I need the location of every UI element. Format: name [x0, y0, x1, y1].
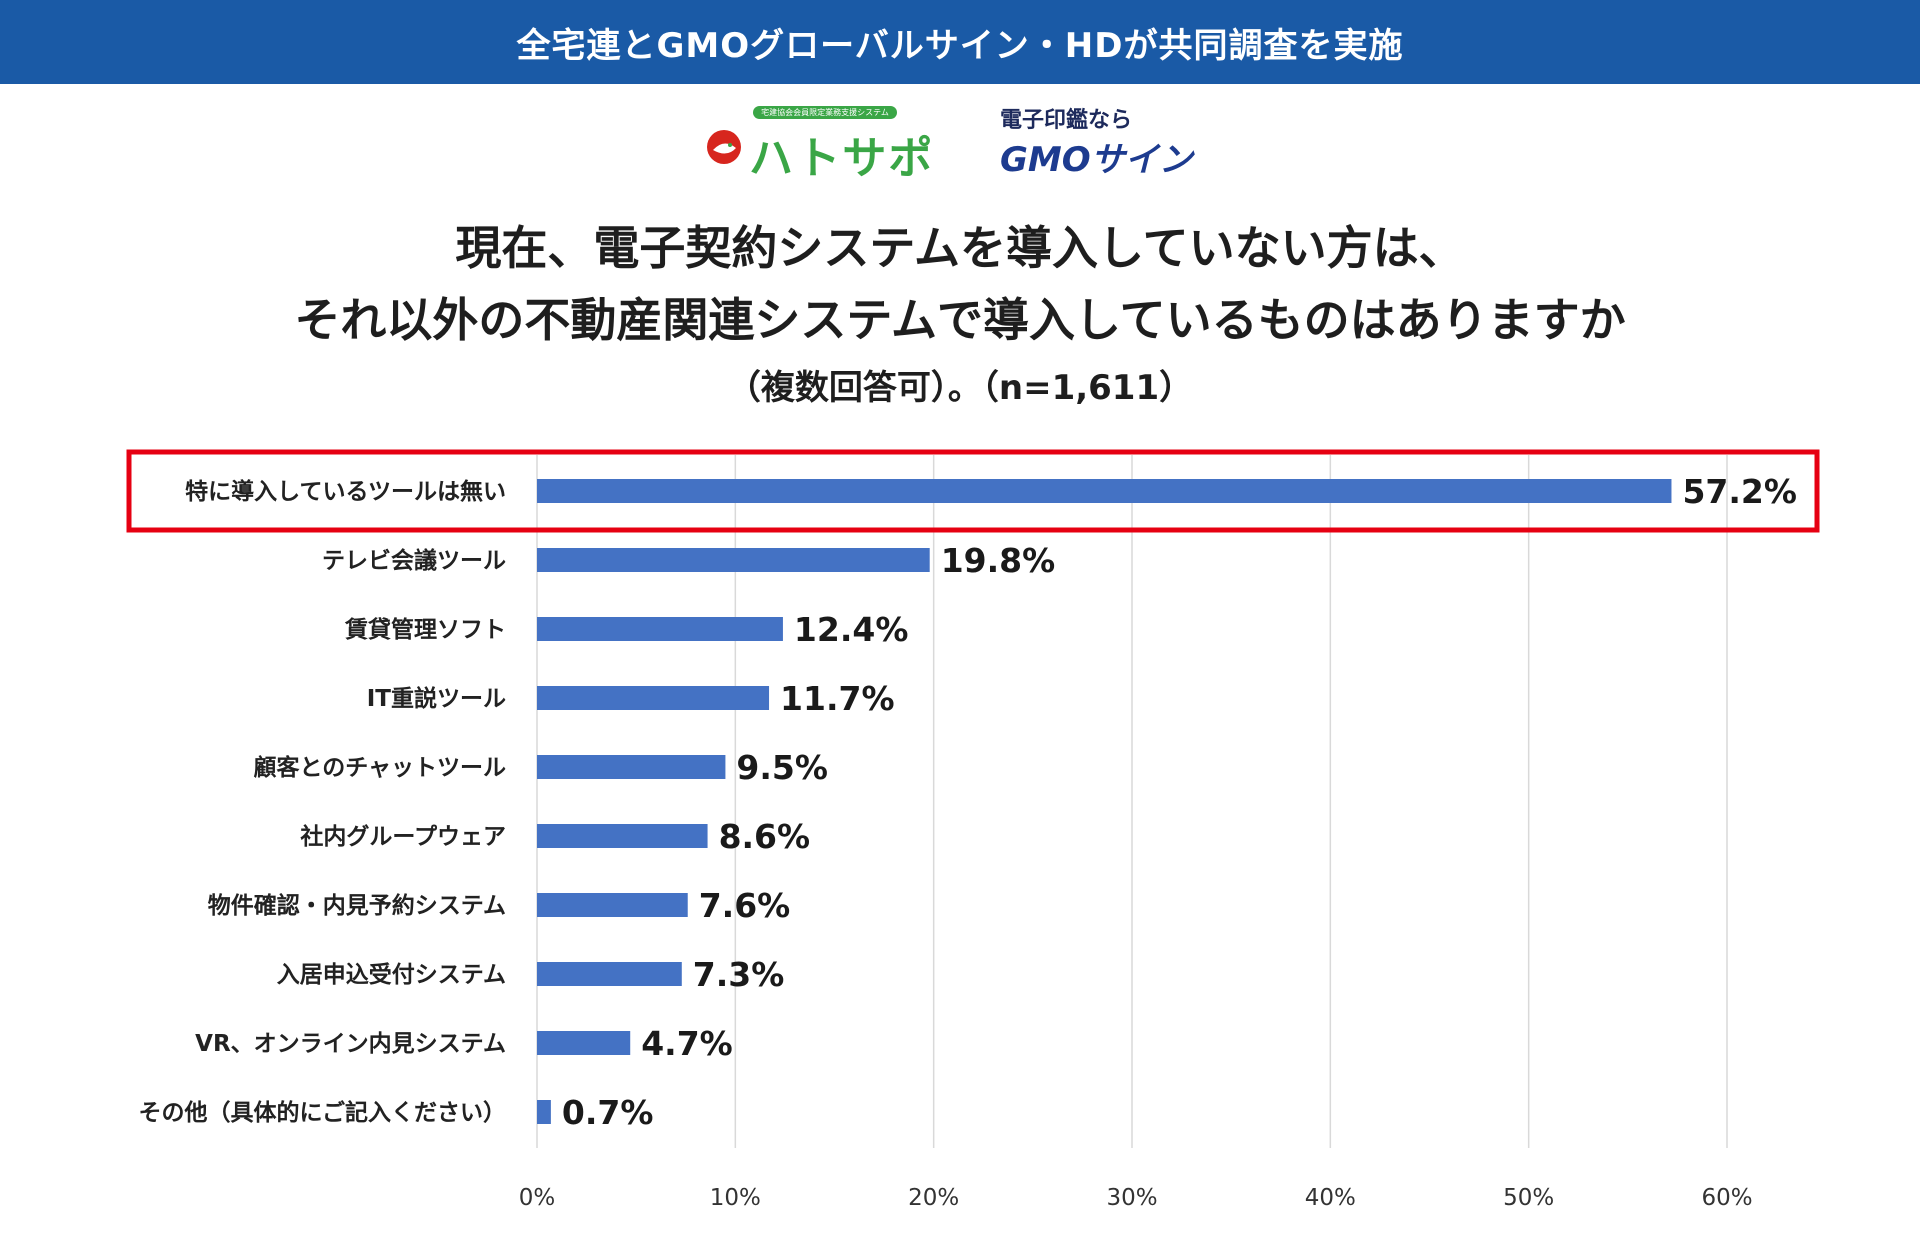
bar [537, 1100, 551, 1124]
gmo-sign-name: GMOサイン [1000, 140, 1193, 180]
hatosapo-tagline: 宅建協会会員限定業務支援システム [753, 106, 897, 119]
category-label: 賃貸管理ソフト [344, 616, 506, 643]
banner-title: 全宅連とGMOグローバルサイン・HDが共同調査を実施 [516, 25, 1404, 66]
bar [537, 686, 770, 710]
value-label: 4.7% [641, 1024, 733, 1063]
bar [537, 548, 930, 572]
x-tick-label: 20% [908, 1185, 959, 1210]
chart-title-line-2: それ以外の不動産関連システムで導入しているものはありますか [294, 293, 1626, 347]
category-label: VR、オンライン内見システム [195, 1031, 506, 1057]
bar-chart: 0% 10% 20% 30% 40% 50% 60% 特に導入しているツールは無い 57.2% テ… [126, 449, 1820, 1210]
bar [537, 617, 783, 641]
gmo-sign-subtitle: 電子印鑑なら [1000, 108, 1133, 133]
category-label: IT重説ツール [367, 685, 506, 712]
value-label: 11.7% [780, 679, 895, 718]
x-tick-label: 30% [1106, 1185, 1157, 1210]
category-label: 社内グループウェア [300, 823, 506, 850]
category-label: その他（具体的にご記入ください） [138, 1099, 506, 1126]
bar [537, 962, 682, 986]
chart-title-line-3: （複数回答可）。（n=1,611） [726, 368, 1194, 408]
bar [537, 479, 1672, 503]
value-label: 19.8% [941, 541, 1055, 580]
value-label: 12.4% [794, 610, 909, 649]
header-banner: 全宅連とGMOグローバルサイン・HDが共同調査を実施 [0, 0, 1920, 84]
value-label: 7.6% [699, 886, 791, 925]
value-label: 7.3% [693, 955, 785, 994]
bar [537, 755, 726, 779]
category-label: 顧客とのチャットツール [253, 754, 506, 781]
value-label: 0.7% [562, 1093, 654, 1132]
x-tick-label: 40% [1305, 1185, 1356, 1210]
chart-title-line-1: 現在、電子契約システムを導入していない方は、 [455, 221, 1465, 275]
x-tick-label: 10% [710, 1185, 761, 1210]
category-label: 物件確認・内見予約システム [208, 892, 506, 919]
gmo-sign-logo: 電子印鑑なら GMOサイン [1000, 100, 1280, 180]
x-tick-label: 50% [1503, 1185, 1554, 1210]
hatosapo-name: ハトサポ [749, 133, 935, 184]
value-label: 57.2% [1682, 472, 1797, 511]
x-tick-label: 0% [519, 1185, 556, 1210]
bar [537, 824, 708, 848]
highlight-box [126, 449, 1820, 533]
logo-area: 宅建協会会員限定業務支援システム ハトサポ 電子印鑑なら GMOサイン [0, 100, 1920, 184]
dove-icon [707, 130, 741, 164]
value-label: 9.5% [736, 748, 828, 787]
category-label: 特に導入しているツールは無い [185, 478, 506, 505]
x-tick-label: 60% [1701, 1185, 1752, 1210]
hatosapo-logo: 宅建協会会員限定業務支援システム ハトサポ [705, 106, 932, 184]
category-label: テレビ会議ツール [322, 547, 506, 574]
bar [537, 893, 688, 917]
value-label: 8.6% [719, 817, 811, 856]
bar [537, 1031, 631, 1055]
category-label: 入居申込受付システム [277, 961, 506, 988]
